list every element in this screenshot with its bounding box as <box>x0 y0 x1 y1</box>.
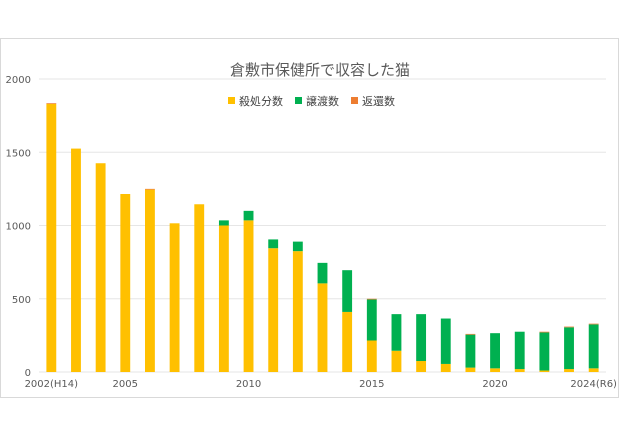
stacked-bar-chart: 倉敷市保健所で収容した猫 殺処分数 譲渡数 返還数 0 500 1000 1500 2000… <box>6 61 618 390</box>
bar-segment <box>243 220 254 372</box>
chart-frame: 倉敷市保健所で収容した猫 殺処分数 譲渡数 返還数 0 500 1000 1500 2000… <box>0 38 619 398</box>
bar-segment <box>440 318 451 364</box>
bar-segment <box>514 369 525 372</box>
bar-segment <box>465 367 476 372</box>
bar-segment <box>366 340 377 372</box>
bar-segment <box>268 248 279 372</box>
bar-segment <box>243 210 254 221</box>
bar-segment <box>292 241 303 252</box>
x-tick-label: 2005 <box>113 379 138 390</box>
bar-segment <box>169 223 180 372</box>
legend-swatch <box>351 97 358 104</box>
bar-segment <box>218 225 229 372</box>
bar-segment <box>95 163 106 372</box>
bar-segment <box>145 188 155 190</box>
bar-segment <box>588 324 599 369</box>
x-tick-label: 2020 <box>482 379 507 390</box>
bar-segment <box>46 103 57 372</box>
legend: 殺処分数 譲渡数 返還数 <box>228 94 395 108</box>
x-tick-label: 2010 <box>236 379 261 390</box>
bar-segment <box>342 311 353 372</box>
bar-segment <box>539 370 550 372</box>
bar-segment <box>588 323 599 325</box>
bar-segment <box>490 368 500 372</box>
bar-segment <box>539 331 550 333</box>
bar-segment <box>391 350 402 372</box>
bar-segment <box>194 204 205 372</box>
legend-swatch <box>228 97 235 104</box>
y-tick-label: 2000 <box>6 75 31 86</box>
x-tick-label: 2015 <box>359 379 384 390</box>
bar-segment <box>465 333 476 335</box>
bar-segment <box>588 368 599 372</box>
x-axis-ticks: 2002(H14) 2005 2010 2015 2020 2024(R6) <box>25 379 617 390</box>
y-tick-label: 0 <box>25 368 31 379</box>
legend-label: 殺処分数 <box>239 94 283 108</box>
legend-label: 返還数 <box>362 95 395 108</box>
bar-segment <box>342 270 353 312</box>
bar-segment <box>416 361 427 372</box>
bar-segment <box>564 369 574 372</box>
legend-swatch <box>295 97 302 104</box>
bar-segment <box>490 333 500 369</box>
bar-segment <box>120 194 131 372</box>
bar-segment <box>145 189 155 372</box>
gridlines <box>39 78 606 373</box>
bar-segment <box>539 332 550 371</box>
bar-segment <box>317 262 328 284</box>
y-tick-label: 500 <box>12 295 31 306</box>
bar-segment <box>268 239 279 249</box>
bar-segment <box>218 220 229 226</box>
bar-segment <box>292 251 303 372</box>
legend-label: 譲渡数 <box>306 94 339 108</box>
y-tick-label: 1000 <box>6 222 31 233</box>
x-tick-label: 2024(R6) <box>570 379 617 390</box>
bar-segment <box>440 363 451 372</box>
bar-segment <box>366 299 377 341</box>
bar-segment <box>46 103 57 104</box>
x-tick-label: 2002(H14) <box>25 379 79 390</box>
bar-segment <box>465 334 476 368</box>
bar-segment <box>416 314 427 362</box>
bar-segment <box>71 148 81 372</box>
y-axis-ticks: 0 500 1000 1500 2000 <box>6 75 31 379</box>
chart-title: 倉敷市保健所で収容した猫 <box>230 61 410 79</box>
bar-segment <box>317 283 328 372</box>
bars <box>46 103 599 372</box>
bar-segment <box>564 327 574 370</box>
bar-segment <box>514 331 525 370</box>
bar-segment <box>564 326 574 328</box>
bar-segment <box>391 314 402 351</box>
y-tick-label: 1500 <box>6 148 31 159</box>
bar-segment <box>366 298 377 300</box>
